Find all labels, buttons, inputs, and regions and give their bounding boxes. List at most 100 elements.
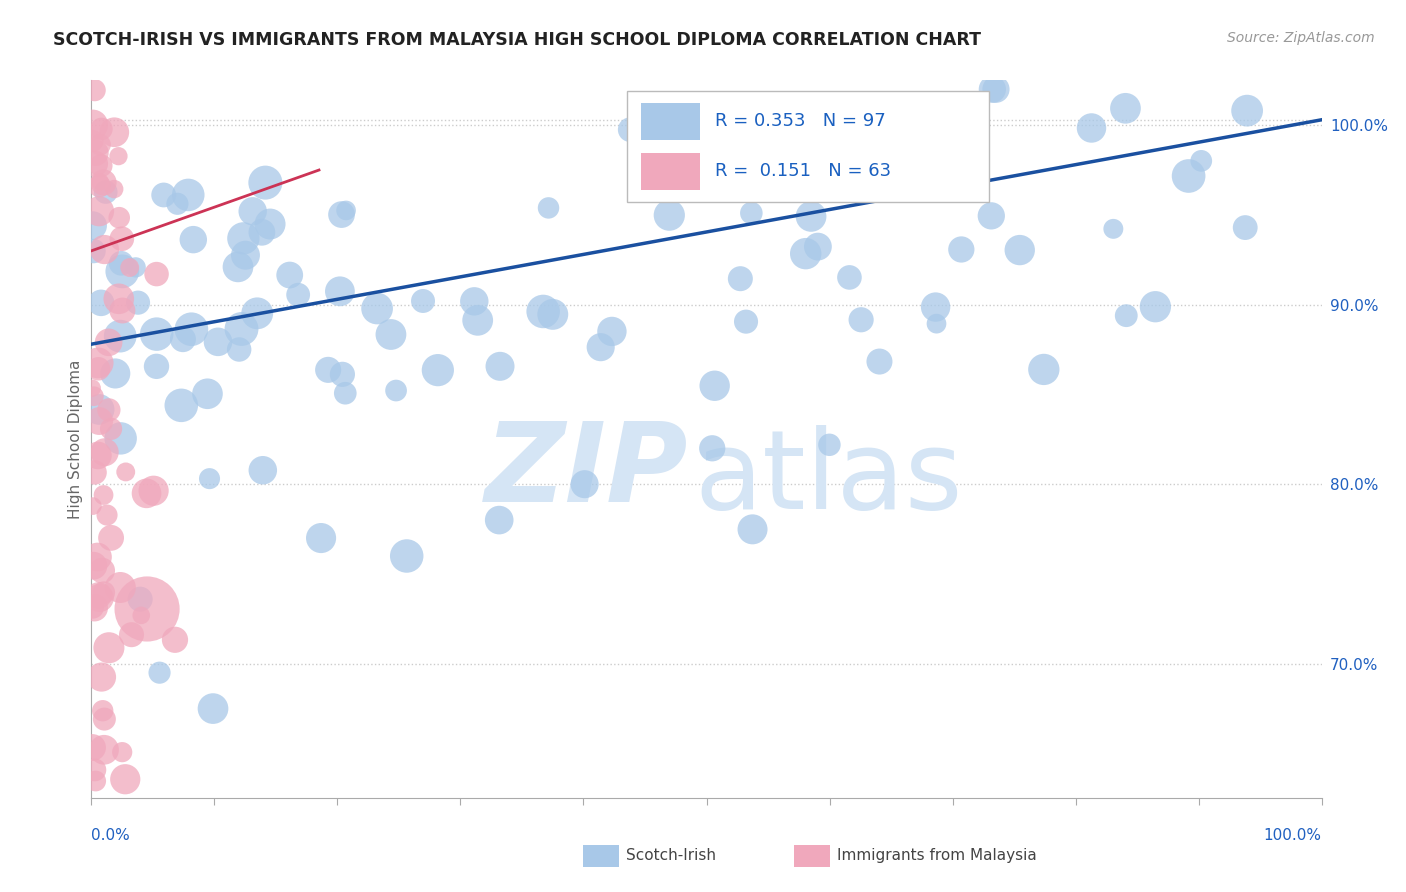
FancyBboxPatch shape [627,91,990,202]
Point [366,301,388,316]
Point [981,82,1004,96]
Point [83,466,105,480]
Point [703,378,725,392]
Point [730,271,752,285]
Point [87,402,110,417]
Text: ZIP: ZIP [485,418,688,525]
Point [89,414,111,428]
Point [125,260,148,275]
Point [658,208,681,222]
Point [93,243,115,257]
Point [152,188,174,202]
Point [740,206,762,220]
Point [1236,103,1258,118]
Point [89,175,111,189]
Point [925,317,948,331]
Point [89,137,111,152]
Point [172,332,194,346]
Point [228,343,250,357]
Point [107,292,129,306]
Point [380,327,402,342]
Point [90,159,112,173]
Point [82,558,104,573]
Point [83,389,105,403]
Point [108,329,131,343]
Point [177,188,200,202]
Point [82,244,104,258]
Point [316,363,339,377]
Point [250,225,273,239]
Point [129,608,152,623]
Point [235,248,257,262]
Point [202,701,225,715]
Point [467,313,489,327]
Point [541,307,564,321]
Point [97,403,120,417]
Point [111,745,134,759]
Point [702,442,724,456]
Point [89,591,111,605]
Point [1032,362,1054,376]
Point [735,315,758,329]
Point [231,322,253,336]
Point [90,296,112,310]
Point [1177,169,1199,183]
Point [869,354,891,368]
Point [1234,220,1257,235]
Point [794,246,817,260]
Text: 100.0%: 100.0% [1264,829,1322,843]
Point [82,118,104,132]
Point [980,209,1002,223]
Point [93,176,115,190]
Point [91,564,114,578]
Point [259,217,281,231]
Point [145,327,167,342]
Point [1008,243,1031,257]
Point [97,335,120,350]
Point [127,295,149,310]
Text: atlas: atlas [695,425,963,533]
Point [741,522,763,536]
Point [180,322,202,336]
Point [198,472,221,486]
Point [87,588,110,602]
Point [111,232,134,246]
Point [104,367,127,381]
Point [110,256,132,270]
Point [84,145,107,160]
Point [107,149,129,163]
Point [254,176,277,190]
Point [574,477,596,491]
Point [87,361,110,376]
Point [924,300,946,314]
Point [1144,300,1167,314]
Point [82,740,104,755]
Point [111,303,134,318]
Point [207,334,229,349]
Point [93,743,115,757]
Point [309,531,332,545]
Text: Source: ZipAtlas.com: Source: ZipAtlas.com [1227,31,1375,45]
Point [252,463,274,477]
Point [129,592,152,607]
Point [807,239,830,253]
Point [121,628,143,642]
Point [242,204,264,219]
Point [226,260,249,274]
Point [849,312,872,326]
Bar [641,153,700,190]
Point [84,157,107,171]
Point [111,264,134,278]
Point [531,304,554,318]
Point [82,381,104,395]
Point [83,763,105,777]
Point [110,581,132,595]
Point [166,196,188,211]
Point [385,384,408,398]
Bar [641,103,700,140]
Point [93,712,115,726]
Point [114,465,136,479]
Point [96,508,118,522]
Point [118,260,141,275]
Point [94,185,117,199]
